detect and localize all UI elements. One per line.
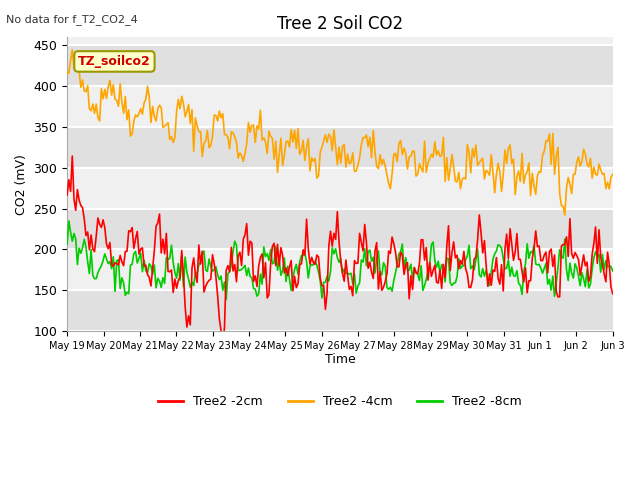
Bar xyxy=(67,290,612,331)
X-axis label: Time: Time xyxy=(324,353,355,366)
Bar xyxy=(67,127,612,168)
Bar xyxy=(67,46,612,86)
Text: TZ_soilco2: TZ_soilco2 xyxy=(78,55,151,68)
Legend: Tree2 -2cm, Tree2 -4cm, Tree2 -8cm: Tree2 -2cm, Tree2 -4cm, Tree2 -8cm xyxy=(153,390,527,413)
Bar xyxy=(67,208,612,249)
Y-axis label: CO2 (mV): CO2 (mV) xyxy=(15,154,28,215)
Title: Tree 2 Soil CO2: Tree 2 Soil CO2 xyxy=(277,15,403,33)
Text: No data for f_T2_CO2_4: No data for f_T2_CO2_4 xyxy=(6,14,138,25)
